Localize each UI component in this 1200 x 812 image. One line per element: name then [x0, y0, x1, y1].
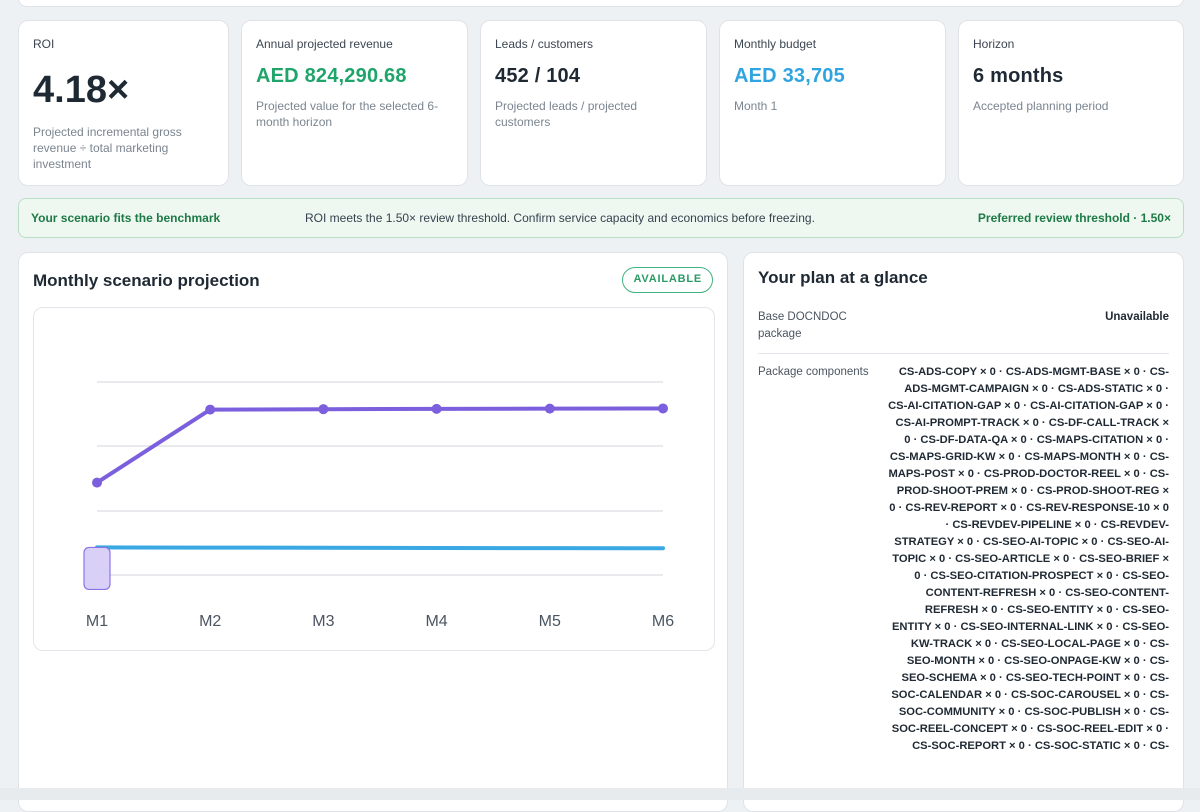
kpi-revenue-sub: Projected value for the selected 6-month… — [256, 99, 439, 129]
data-point — [658, 403, 668, 414]
package-components-value: CS-ADS-COPY × 0 · CS-ADS-MGMT-BASE × 0 ·… — [888, 366, 1169, 752]
kpi-budget-card: Monthly budget AED 33,705 Month 1 — [719, 20, 946, 186]
kpi-roi-sub: Projected incremental gross revenue ÷ to… — [33, 125, 182, 171]
data-point — [318, 404, 329, 415]
series-line — [95, 406, 665, 485]
top-card-edge — [18, 0, 1184, 7]
kpi-budget-label: Monthly budget — [734, 37, 817, 51]
banner-threshold: Preferred review threshold · 1.50× — [977, 211, 1171, 225]
data-point — [544, 403, 555, 414]
x-tick-label: M5 — [539, 613, 561, 630]
kpi-leads-sub: Projected leads / projected customers — [495, 99, 638, 129]
kpi-revenue-value: AED 824,290.68 — [256, 65, 407, 87]
x-tick-label: M6 — [652, 613, 674, 630]
projection-chart-svg: M1 M2 M3 M4 M5 M6 — [83, 381, 674, 630]
availability-badge: AVAILABLE — [622, 267, 713, 293]
kpi-leads-value: 452 / 104 — [495, 65, 581, 87]
x-tick-label: M2 — [199, 613, 221, 630]
kpi-horizon-sub: Accepted planning period — [973, 99, 1109, 113]
package-components-label: Package components — [758, 366, 869, 378]
kpi-revenue-card: Annual projected revenue AED 824,290.68 … — [241, 20, 468, 186]
kpi-horizon-label: Horizon — [973, 37, 1015, 51]
base-package-value: Unavailable — [1105, 311, 1169, 323]
benchmark-banner: Your scenario fits the benchmark ROI mee… — [18, 198, 1184, 238]
x-tick-label: M3 — [312, 613, 334, 630]
kpi-roi-value: 4.18× — [33, 69, 130, 111]
banner-message: ROI meets the 1.50× review threshold. Co… — [305, 211, 815, 225]
kpi-budget-sub: Month 1 — [734, 99, 778, 113]
projection-card: Monthly scenario projection AVAILABLE M1… — [18, 252, 728, 812]
data-point — [431, 403, 442, 414]
kpi-leads-card: Leads / customers 452 / 104 Projected le… — [480, 20, 707, 186]
x-tick-label: M4 — [425, 613, 447, 630]
kpi-roi-label: ROI — [33, 37, 55, 51]
plan-card: Your plan at a glance Base DOCNDOC packa… — [743, 252, 1184, 812]
page-footer-edge — [0, 788, 1200, 800]
projection-chart: M1 M2 M3 M4 M5 M6 — [33, 307, 715, 651]
projection-title: Monthly scenario projection — [33, 271, 260, 290]
kpi-revenue-label: Annual projected revenue — [256, 37, 393, 51]
plan-divider — [758, 353, 1169, 354]
kpi-roi-card: ROI 4.18× Projected incremental gross re… — [18, 20, 229, 186]
kpi-leads-label: Leads / customers — [495, 37, 594, 51]
data-point — [92, 477, 102, 488]
kpi-horizon-card: Horizon 6 months Accepted planning perio… — [958, 20, 1184, 186]
data-point — [205, 404, 216, 415]
kpi-budget-value: AED 33,705 — [734, 65, 845, 87]
hover-marker — [83, 546, 111, 591]
base-package-label: Base DOCNDOC package — [758, 311, 847, 340]
kpi-horizon-value: 6 months — [973, 65, 1064, 87]
kpi-row: ROI 4.18× Projected incremental gross re… — [18, 20, 1184, 186]
plan-title: Your plan at a glance — [758, 268, 928, 287]
series-line — [95, 545, 665, 551]
x-tick-label: M1 — [86, 613, 108, 630]
banner-status: Your scenario fits the benchmark — [31, 211, 221, 225]
